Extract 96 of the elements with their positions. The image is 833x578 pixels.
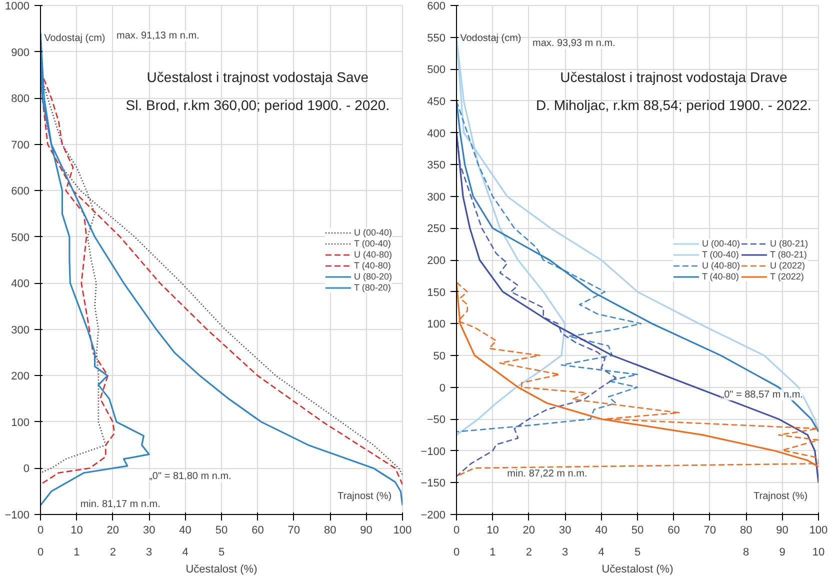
y-tick-label: 150 xyxy=(427,286,446,299)
legend-label: T (00-40) xyxy=(702,249,739,259)
x2-axis-title: Učestalost (%) xyxy=(602,564,674,576)
x2-tick-label: 1 xyxy=(490,546,496,558)
annotation: min. 81,17 m n.m. xyxy=(80,498,160,510)
y-tick-label: 350 xyxy=(427,160,446,172)
legend-label: U (40-80) xyxy=(354,249,392,259)
x-tick-label: 70 xyxy=(288,524,300,536)
x-tick-label: 0 xyxy=(453,524,460,536)
legend-label: T (80-20) xyxy=(354,282,391,292)
x-tick-label: 100 xyxy=(393,524,412,536)
y-tick-label: 700 xyxy=(11,139,30,152)
x-tick-label: 70 xyxy=(704,524,716,536)
x-axis-title: Trajnost (%) xyxy=(754,491,808,502)
y-tick-label: −150 xyxy=(420,478,446,490)
y-tick-label: 300 xyxy=(11,324,30,336)
y-tick-label: 50 xyxy=(433,350,446,362)
text: Učestalost i trajnost vodostaja Save xyxy=(146,68,369,85)
x-axis-title: Trajnost (%) xyxy=(338,491,392,502)
x2-tick-label: 4 xyxy=(182,546,188,558)
legend-label: U (2022) xyxy=(770,260,805,270)
x-tick-label: 10 xyxy=(486,524,499,536)
legend-label: T (40-80) xyxy=(702,271,739,281)
x-tick-label: 100 xyxy=(809,524,828,536)
x-tick-label: 60 xyxy=(252,524,264,536)
legend-label: T (00-40) xyxy=(354,238,391,248)
legend-label: U (80-21) xyxy=(770,238,808,248)
legend-label: U (40-80) xyxy=(702,260,740,270)
annotation: max. 93,93 m n.m. xyxy=(532,38,616,50)
y-tick-label: −50 xyxy=(426,414,446,426)
legend-label: T (80-21) xyxy=(770,249,807,259)
x-tick-label: 50 xyxy=(631,524,644,536)
y-tick-label: 1000 xyxy=(5,0,30,12)
y-tick-label: 500 xyxy=(427,64,446,76)
y-tick-label: 800 xyxy=(11,93,30,106)
x-tick-label: 20 xyxy=(522,524,536,536)
x2-tick-label: 5 xyxy=(218,546,225,558)
x-tick-label: 90 xyxy=(776,524,788,536)
x2-tick-label: 3 xyxy=(562,546,568,558)
legend-label: U (80-20) xyxy=(354,271,392,281)
y-tick-label: −100 xyxy=(420,446,446,458)
x-tick-label: 80 xyxy=(740,524,752,536)
x-tick-label: 60 xyxy=(668,524,680,536)
x2-tick-label: 9 xyxy=(779,546,786,558)
x-tick-label: 90 xyxy=(360,524,372,536)
x-tick-label: 40 xyxy=(595,524,608,536)
y-tick-label: 600 xyxy=(427,0,446,12)
legend-label: T (40-80) xyxy=(354,260,391,270)
annotation: „0" = 88,57 m n.m. xyxy=(720,389,803,400)
x-tick-label: 30 xyxy=(142,524,156,536)
y-axis-title: Vodostaj (cm) xyxy=(460,33,522,44)
y-tick-label: 0 xyxy=(439,382,446,394)
x2-tick-label: 4 xyxy=(598,546,604,558)
x2-tick-label: 8 xyxy=(743,546,750,558)
text: D. Miholjac, r.km 88,54; period 1900. - 2022. xyxy=(536,96,812,113)
x2-tick-label: 5 xyxy=(634,546,641,558)
x2-tick-label: 0 xyxy=(453,546,460,558)
text: Učestalost i trajnost vodostaja Drave xyxy=(560,68,788,85)
y-tick-label: 300 xyxy=(427,191,446,204)
y-tick-label: 100 xyxy=(11,416,30,429)
legend-label: U (00-40) xyxy=(702,238,740,248)
y-tick-label: −200 xyxy=(420,510,446,522)
x-tick-label: 30 xyxy=(558,524,572,536)
x2-tick-label: 2 xyxy=(526,546,532,558)
x2-tick-label: 0 xyxy=(37,546,44,558)
y-tick-label: 600 xyxy=(11,186,30,198)
y-tick-label: 550 xyxy=(427,32,446,44)
y-axis-title: Vodostaj (cm) xyxy=(44,33,106,44)
annotation: max. 91,13 m n.m. xyxy=(116,30,200,42)
y-tick-label: 200 xyxy=(427,255,446,267)
y-tick-label: −100 xyxy=(4,510,30,522)
x2-tick-label: 1 xyxy=(74,546,80,558)
x2-tick-label: 10 xyxy=(812,546,825,558)
x-tick-label: 0 xyxy=(37,524,44,536)
x2-tick-label: 2 xyxy=(110,546,116,558)
y-tick-label: 400 xyxy=(427,128,446,140)
x-tick-label: 80 xyxy=(324,524,336,536)
text: Sl. Brod, r.km 360,00; period 1900. - 2020. xyxy=(126,96,390,113)
y-tick-label: 250 xyxy=(427,223,446,236)
y-tick-label: 0 xyxy=(23,463,30,476)
annotation: min. 87,22 m n.m. xyxy=(507,468,588,480)
legend-label: T (2022) xyxy=(770,271,804,281)
x-tick-label: 20 xyxy=(106,524,120,536)
x-tick-label: 50 xyxy=(215,524,228,536)
x2-axis-title: Učestalost (%) xyxy=(186,564,258,576)
y-tick-label: 900 xyxy=(11,46,30,59)
legend-label: U (00-40) xyxy=(354,227,392,237)
y-tick-label: 450 xyxy=(427,96,446,108)
x-tick-label: 10 xyxy=(70,524,83,536)
y-tick-label: 500 xyxy=(11,232,30,244)
y-tick-label: 200 xyxy=(11,370,30,383)
x2-tick-label: 3 xyxy=(146,546,152,558)
annotation: „0" = 81,80 m n.m. xyxy=(149,470,232,482)
y-tick-label: 100 xyxy=(427,318,446,331)
x-tick-label: 40 xyxy=(179,524,192,536)
y-tick-label: 400 xyxy=(11,278,30,290)
